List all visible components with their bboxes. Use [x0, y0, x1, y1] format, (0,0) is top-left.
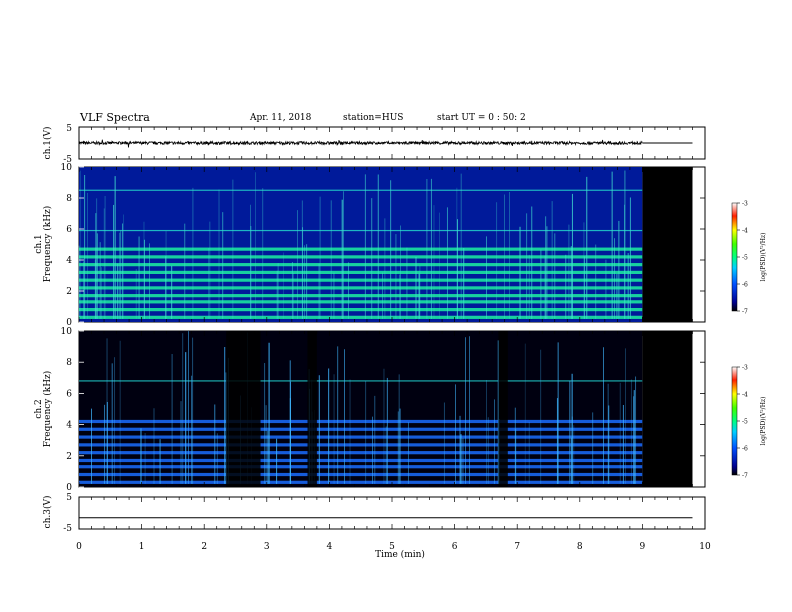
ch1-waveform-trace [78, 139, 643, 148]
emission-band [79, 451, 643, 455]
x-tick-label: 3 [264, 542, 270, 552]
emission-band [79, 380, 643, 382]
data-gap [226, 331, 261, 487]
ch2-emission-bands [79, 380, 643, 484]
ch1-ytick-label-neg5: -5 [63, 155, 72, 165]
colorbar-tick-label: -7 [742, 473, 748, 480]
ch1-spectrogram-panel: 0 2 4 6 8 10 Frequency (kHz) ch.1 [34, 163, 706, 328]
ch3-ytick-label-5: 5 [66, 493, 72, 503]
ch3-waveform-panel: 5 -5 ch.3(V) 0 1 2 3 4 5 6 7 8 9 10 Time (min) [42, 493, 711, 560]
ch2-no-data-region [642, 331, 693, 487]
x-tick-label: 6 [452, 542, 458, 552]
y-tick-label: 2 [66, 452, 72, 462]
colorbar-tick-label: -5 [742, 419, 748, 426]
y-tick-label: 10 [61, 327, 73, 337]
ch1-ylabel: ch.1(V) [42, 127, 53, 160]
y-tick-label: 8 [66, 194, 72, 204]
y-tick-label: 4 [66, 256, 72, 266]
ch2-ylabel: Frequency (kHz) [42, 371, 53, 448]
ch1-ytick-label-5: 5 [66, 124, 72, 134]
emission-band [79, 315, 643, 319]
colorbar-tick-label: -4 [742, 392, 748, 399]
ch1-ticks [78, 127, 706, 159]
emission-band [79, 278, 643, 282]
ch1-channel-label: ch.1 [34, 234, 44, 253]
y-tick-label: 0 [66, 318, 72, 328]
ch1-sferics [78, 170, 631, 319]
emission-band [79, 435, 643, 439]
emission-band [79, 443, 643, 447]
y-tick-label: 8 [66, 358, 72, 368]
chart-title: VLF Spectra [80, 111, 150, 124]
ch1-no-data-region [642, 167, 693, 322]
x-tick-label: 2 [201, 542, 207, 552]
colorbar-tick-label: -6 [742, 282, 748, 289]
ch2-data-gaps [226, 331, 508, 487]
emission-band [79, 294, 643, 298]
colorbar-tick-label: -4 [742, 228, 748, 235]
x-tick-label: 9 [640, 542, 646, 552]
data-gap [307, 331, 317, 487]
y-tick-label: 2 [66, 287, 72, 297]
y-tick-label: 0 [66, 483, 72, 493]
emission-band [79, 229, 643, 232]
start-time-label: start UT = 0 : 50: 2 [437, 113, 526, 123]
emission-band [79, 472, 643, 477]
x-tick-label: 1 [139, 542, 145, 552]
date-label: Apr. 11, 2018 [250, 113, 312, 123]
ch1-yticks: 0 2 4 6 8 10 [61, 163, 706, 328]
colorbar-tick-label: -3 [742, 201, 748, 208]
x-tick-label: 0 [76, 542, 82, 552]
x-tick-label: 5 [389, 542, 395, 552]
emission-band [79, 427, 643, 431]
ch3-ytick-label-neg5: -5 [63, 524, 72, 534]
x-tick-labels: 0 1 2 3 4 5 6 7 8 9 10 [76, 542, 711, 552]
emission-band [79, 480, 643, 484]
colorbar-tick-label: -5 [742, 255, 748, 262]
y-tick-label: 6 [66, 389, 72, 399]
emission-band [79, 270, 643, 274]
x-tick-label: 8 [577, 542, 583, 552]
ch2-yticks: 0 2 4 6 8 10 [61, 327, 706, 493]
emission-band [79, 255, 643, 259]
emission-band [79, 189, 643, 191]
colorbar-tick-label: -3 [742, 365, 748, 372]
y-tick-label: 10 [61, 163, 73, 173]
ch1-ylabel: Frequency (kHz) [42, 206, 53, 283]
x-tick-label: 4 [327, 542, 333, 552]
ch2-colorbar-label: log(PSD)(V²/Hz) [760, 397, 767, 446]
data-gap [498, 331, 508, 487]
x-axis-label: Time (min) [375, 549, 425, 560]
ch3-ticks [78, 497, 706, 529]
colorbar-tick-label: -7 [742, 309, 748, 316]
emission-band [79, 465, 643, 469]
emission-band [79, 286, 643, 290]
emission-band [79, 300, 643, 304]
ch1-emission-bands [79, 189, 643, 319]
emission-band [79, 419, 643, 424]
ch2-colorbar: -3 -4 -5 -6 -7 log(PSD)(V²/Hz) [731, 365, 767, 480]
ch2-channel-label: ch.2 [34, 399, 44, 418]
ch1-waveform-panel: 5 -5 ch.1(V) [42, 124, 706, 165]
ch2-spectrogram-panel: 0 2 4 6 8 10 Frequency (kHz) ch.2 [34, 327, 706, 493]
ch1-colorbar: -3 -4 -5 -6 -7 log(PSD)(V²/Hz) [731, 201, 767, 316]
x-tick-label: 7 [514, 542, 520, 552]
emission-band [79, 247, 643, 251]
emission-band [79, 263, 643, 267]
y-tick-label: 6 [66, 225, 72, 235]
colorbar-tick-label: -6 [742, 446, 748, 453]
ch3-ylabel: ch.3(V) [42, 496, 53, 529]
x-tick-label: 10 [699, 542, 711, 552]
station-label: station=HUS [343, 113, 404, 123]
emission-band [79, 308, 643, 312]
emission-band [79, 458, 643, 463]
y-tick-label: 4 [66, 421, 72, 431]
ch1-colorbar-label: log(PSD)(V²/Hz) [760, 233, 767, 282]
